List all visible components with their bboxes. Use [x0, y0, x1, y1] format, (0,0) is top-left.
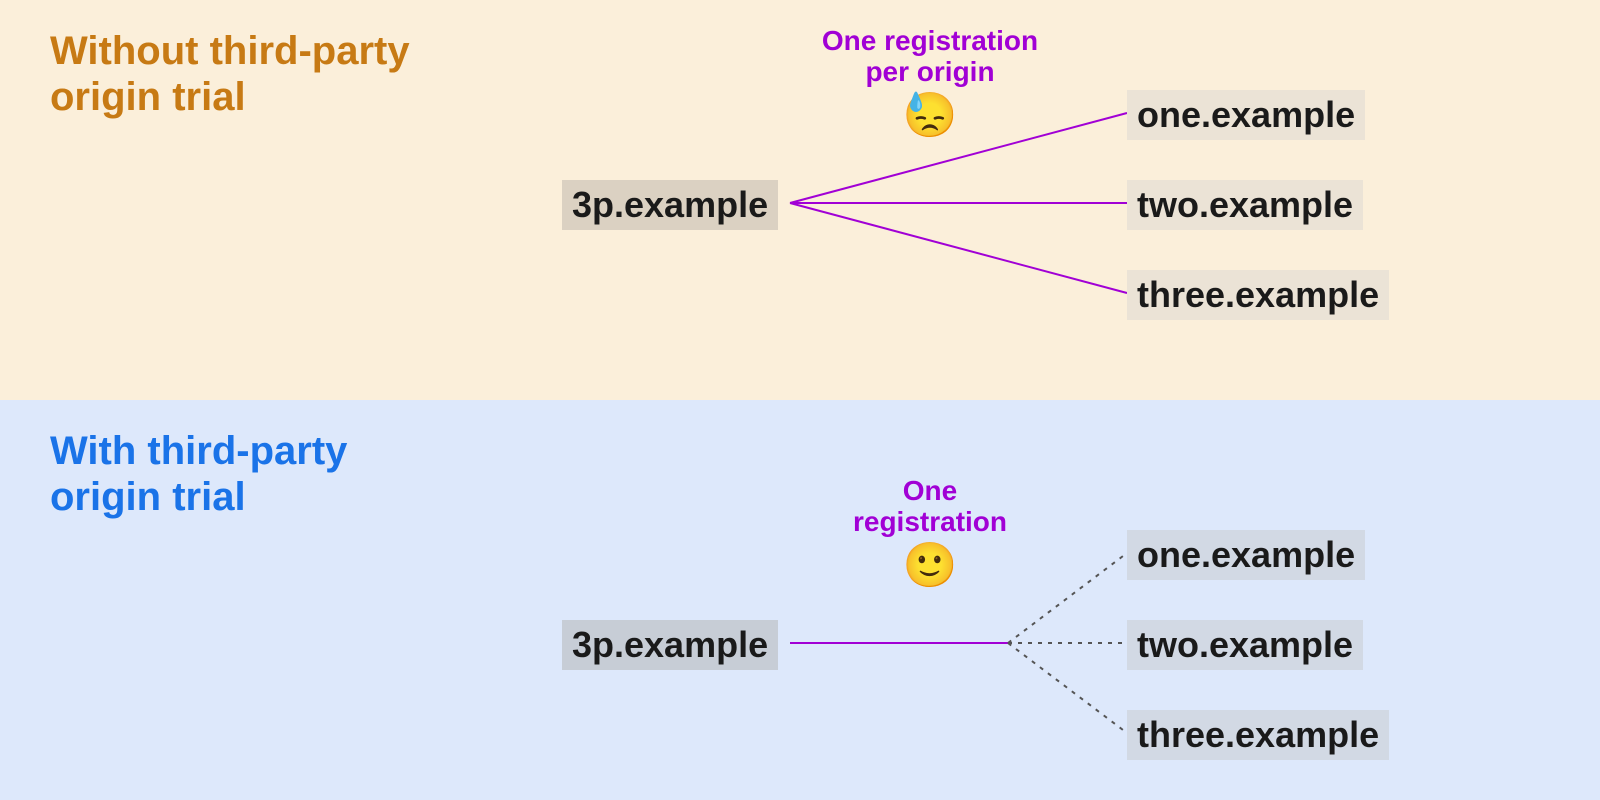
target-node-with-1: two.example: [1127, 620, 1363, 670]
target-node-with-0: one.example: [1127, 530, 1365, 580]
panel-title-with: With third-partyorigin trial: [50, 428, 347, 520]
source-node-without: 3p.example: [562, 180, 778, 230]
panel-title-without: Without third-partyorigin trial: [50, 28, 410, 120]
sad-emoji-icon: 😓: [800, 92, 1060, 140]
target-node-with-2: three.example: [1127, 710, 1389, 760]
annotation-with: Oneregistration 🙂: [830, 476, 1030, 590]
target-node-without-0: one.example: [1127, 90, 1365, 140]
target-node-without-2: three.example: [1127, 270, 1389, 320]
target-node-without-1: two.example: [1127, 180, 1363, 230]
annotation-without: One registrationper origin 😓: [800, 26, 1060, 140]
happy-emoji-icon: 🙂: [830, 542, 1030, 590]
annotation-text-without: One registrationper origin: [822, 25, 1038, 87]
panel-without-third-party: Without third-partyorigin trial One regi…: [0, 0, 1600, 400]
annotation-text-with: Oneregistration: [853, 475, 1007, 537]
panel-with-third-party: With third-partyorigin trial Oneregistra…: [0, 400, 1600, 800]
source-node-with: 3p.example: [562, 620, 778, 670]
